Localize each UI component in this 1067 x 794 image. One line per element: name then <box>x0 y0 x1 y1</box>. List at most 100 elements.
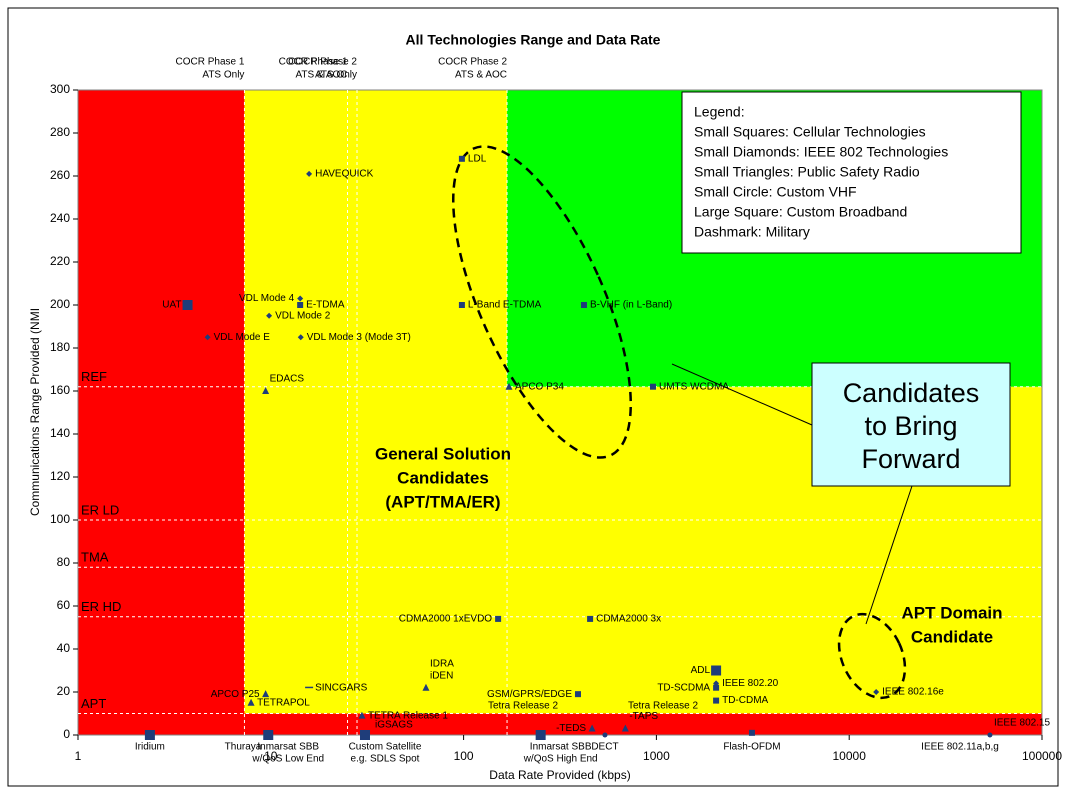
marker <box>297 334 304 341</box>
threshold-label: ATS Only <box>202 70 244 81</box>
marker <box>204 334 211 341</box>
marker <box>580 302 587 308</box>
y-tick-label: 240 <box>50 211 70 225</box>
x-tick-label: 10 <box>264 749 278 763</box>
marker <box>649 383 656 390</box>
annotation: Candidates <box>397 468 489 487</box>
marker <box>262 387 270 394</box>
point-label: DECT <box>591 742 618 753</box>
marker <box>305 686 314 689</box>
point-label: Iridium <box>135 742 165 753</box>
x-axis-title: Data Rate Provided (kbps) <box>489 768 630 782</box>
point-label: GSM/GPRS/EDGE <box>487 689 572 700</box>
point-label: UAT <box>162 300 181 311</box>
marker <box>358 711 366 719</box>
point-label: Inmarsat SBB <box>257 742 319 753</box>
point-label: HAVEQUICK <box>315 168 373 179</box>
threshold-label: ATS & AOC <box>295 70 347 81</box>
guides: 0 20 40 60 80 100 120 140 160 180 200 220 240 260 280 3… <box>50 57 1062 764</box>
point-label: CDMA2000 1xEVDO <box>399 614 493 625</box>
y-tick-label: 120 <box>50 469 70 483</box>
marker <box>263 730 274 740</box>
point-label: Custom Satellite <box>349 742 422 753</box>
marker <box>588 724 596 732</box>
x-tick-label: 1000 <box>643 749 670 763</box>
y-tick-label: 260 <box>50 168 70 182</box>
point-label: EDACS <box>270 374 305 385</box>
point-label: VDL Mode 4 <box>239 293 295 304</box>
annotation: to Bring <box>864 411 957 441</box>
marker <box>297 295 304 302</box>
legend-text: Small Diamonds: IEEE 802 Technologies <box>694 144 948 160</box>
threshold-label: COCR Phase 2 <box>438 57 507 68</box>
point-label: iDEN <box>430 670 453 681</box>
legend-text: Large Square: Custom Broadband <box>694 204 907 220</box>
annotation: Tetra Release 2 <box>628 701 698 712</box>
annotation: iGSAGS <box>375 720 413 731</box>
threshold-label: TMA <box>81 550 109 565</box>
decorations <box>451 91 1022 700</box>
legend-text: Dashmark: Military <box>694 224 810 240</box>
marker <box>602 732 608 738</box>
point-label: w/QoS Low End <box>251 754 324 765</box>
point-label: TETRAPOL <box>257 697 310 708</box>
point-label: ADL <box>691 665 711 676</box>
annotation: Thuraya <box>225 742 262 753</box>
marker <box>505 382 513 390</box>
region <box>78 90 245 735</box>
region <box>244 713 1042 735</box>
point-label: -TAPS <box>629 711 658 722</box>
point-label: LDL <box>468 153 487 164</box>
threshold-label: COCR Phase 1 <box>176 57 245 68</box>
threshold-label: COCR Phase 2 <box>288 57 357 68</box>
x-tick-label: 100000 <box>1022 749 1062 763</box>
point-label: SINCGARS <box>315 682 368 693</box>
annotation: APT Domain <box>901 603 1002 622</box>
marker <box>713 697 720 704</box>
candidate-ellipse <box>837 612 907 700</box>
marker <box>711 665 722 676</box>
y-tick-label: 300 <box>50 82 70 96</box>
threshold-label: APT <box>81 696 106 711</box>
threshold-label: COCR Phase 1 <box>279 57 348 68</box>
point-label: APCO P34 <box>515 381 564 392</box>
x-tick-label: 1 <box>75 749 82 763</box>
marker <box>182 300 193 310</box>
point-label: VDL Mode E <box>214 332 271 343</box>
marker <box>262 690 270 698</box>
annotation: Forward <box>861 444 960 474</box>
y-tick-label: 280 <box>50 125 70 139</box>
point-label: L-Band E-TDMA <box>468 300 542 311</box>
legend-text: Small Circle: Custom VHF <box>694 184 857 200</box>
annotation: Tetra Release 2 <box>488 701 558 712</box>
marker <box>535 730 546 740</box>
point-label: IEEE 802.15 <box>994 718 1051 729</box>
y-tick-label: 220 <box>50 254 70 268</box>
annotation: General Solution <box>375 444 511 463</box>
threshold-label: ATS & AOC <box>455 70 507 81</box>
point-label: VDL Mode 2 <box>275 310 331 321</box>
threshold-label: ATS Only <box>315 70 357 81</box>
point-label: TD-CDMA <box>722 695 768 706</box>
y-tick-label: 160 <box>50 383 70 397</box>
x-tick-label: 10000 <box>833 749 867 763</box>
chart-title: All Technologies Range and Data Rate <box>406 32 661 48</box>
y-tick-label: 40 <box>57 641 71 655</box>
callout-line <box>865 485 913 625</box>
marker <box>873 689 880 695</box>
point-label: VDL Mode 3 (Mode 3T) <box>307 332 411 343</box>
y-tick-label: 0 <box>63 727 70 741</box>
callout-line <box>671 363 813 426</box>
y-tick-label: 60 <box>57 598 71 612</box>
marker <box>748 729 755 736</box>
point-label: Inmarsat SBB <box>530 742 592 753</box>
legend-text: Small Squares: Cellular Technologies <box>694 124 926 140</box>
threshold-label: ER LD <box>81 502 119 517</box>
plot-border <box>77 89 1043 736</box>
marker <box>621 724 629 732</box>
marker <box>458 302 465 308</box>
marker <box>587 615 594 622</box>
